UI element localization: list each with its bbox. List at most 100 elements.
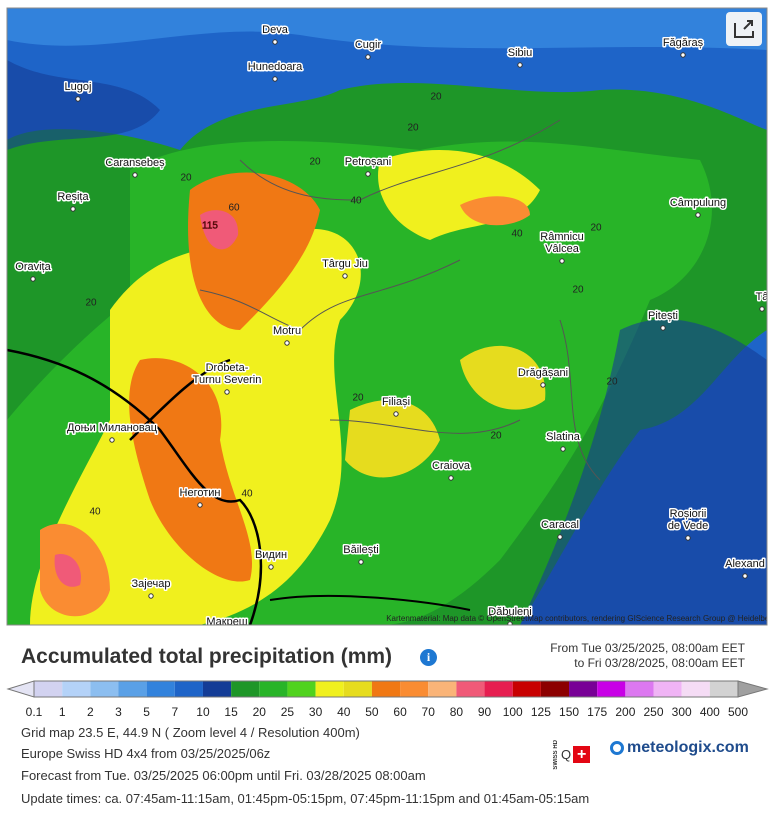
- place-dot: [365, 54, 371, 60]
- contour-label: 40: [350, 196, 362, 207]
- place-dot: [759, 306, 765, 312]
- colorbar-tick-label: 10: [196, 705, 210, 719]
- info-line: Grid map 23.5 E, 44.9 N ( Zoom level 4 /…: [21, 725, 360, 740]
- badge-text: SWISS HD: [553, 740, 559, 770]
- place-dot: [358, 559, 364, 565]
- colorbar-segment: [315, 681, 344, 697]
- colorbar-tick-label: 80: [449, 705, 464, 719]
- colorbar-segment: [428, 681, 457, 697]
- colorbar-ticks: 0.1 1 2 3 5 7 10 15 20 25 30 40 50 60 70 80 90 100 125 150 1…: [0, 705, 773, 721]
- info-line: Forecast from Tue. 03/25/2025 06:00pm un…: [21, 768, 426, 783]
- place-label: Caracal: [541, 519, 579, 531]
- colorbar-segment: [625, 681, 654, 697]
- contour-label: 40: [89, 507, 101, 518]
- colorbar-tick-label: 90: [477, 705, 492, 719]
- colorbar-tick-label: 400: [699, 705, 720, 719]
- place-dot: [393, 411, 399, 417]
- contour-label: 115: [202, 221, 218, 232]
- colorbar-tick-label: 7: [171, 705, 179, 719]
- place-label: Vâlcea: [545, 243, 580, 255]
- colorbar-tick-label: 175: [587, 705, 608, 719]
- contour-label: 20: [490, 431, 502, 442]
- colorbar-tick-label: 15: [224, 705, 238, 719]
- colorbar-tick-label: 20: [252, 705, 266, 719]
- colorbar-segment: [597, 681, 626, 697]
- colorbar: [6, 680, 769, 698]
- place-label: Sibiu: [508, 47, 532, 59]
- colorbar-tick-label: 40: [337, 705, 351, 719]
- place-dot: [272, 76, 278, 82]
- place-label: Craiova: [432, 460, 471, 472]
- colorbar-segment: [400, 681, 429, 697]
- place-label: de Vede: [668, 520, 708, 532]
- place-label: Доњи Милановац: [67, 422, 158, 434]
- place-label: Drăgășani: [518, 367, 568, 379]
- colorbar-tick-label: 150: [559, 705, 580, 719]
- place-dot: [70, 206, 76, 212]
- info-line: Update times: ca. 07:45am-11:15am, 01:45…: [21, 791, 590, 806]
- logo[interactable]: meteologix.com: [610, 739, 749, 757]
- colorbar-tick-label: 100: [502, 705, 523, 719]
- place-dot: [660, 325, 666, 331]
- place-label: Motru: [273, 325, 301, 337]
- place-dot: [695, 212, 701, 218]
- colorbar-segment: [484, 681, 513, 697]
- contour-label: 60: [228, 203, 240, 214]
- colorbar-tick-label: 300: [671, 705, 692, 719]
- place-dot: [365, 171, 371, 177]
- place-label: Alexand: [725, 558, 765, 570]
- place-dot: [30, 276, 36, 282]
- place-dot: [680, 52, 686, 58]
- legend-title: Accumulated total precipitation (mm): [21, 645, 393, 668]
- place-label: Câmpulung: [670, 197, 726, 209]
- swiss-flag: +: [573, 746, 591, 764]
- place-dot: [132, 172, 138, 178]
- place-label: Drobeta-: [206, 362, 249, 374]
- contour-label: 20: [180, 173, 192, 184]
- map-fields: Deva Cugir Sibiu Făgăraș Hunedoara Lugoj Caran…: [7, 8, 767, 625]
- info-icon[interactable]: i: [420, 649, 437, 666]
- colorbar-segment: [231, 681, 260, 697]
- colorbar-tick-label: 30: [308, 705, 323, 719]
- colorbar-tick-label: 200: [615, 705, 636, 719]
- place-label: Hunedoara: [248, 61, 303, 73]
- place-label: Slatina: [546, 431, 581, 443]
- colorbar-segment: [709, 681, 738, 697]
- colorbar-segment: [146, 681, 175, 697]
- colorbar-tick-label: 50: [365, 705, 379, 719]
- period-from: From Tue 03/25/2025, 08:00am EET: [550, 641, 745, 655]
- logo-mark: [610, 741, 624, 755]
- logo-text: meteologix.com: [627, 739, 749, 756]
- place-dot: [560, 446, 566, 452]
- contour-label: 20: [309, 157, 321, 168]
- place-label: Petroșani: [345, 156, 391, 168]
- share-icon: [734, 20, 754, 38]
- map-frame: [6, 7, 768, 626]
- colorbar-under: [6, 680, 35, 698]
- colorbar-tick-label: 0.1: [25, 705, 43, 719]
- place-dot: [342, 273, 348, 279]
- colorbar-segment: [681, 681, 710, 697]
- contour-label: 20: [606, 377, 618, 388]
- colorbar-segment: [259, 681, 288, 697]
- colorbar-segment: [653, 681, 682, 697]
- place-dot: [448, 475, 454, 481]
- place-label: Oravița: [15, 261, 51, 273]
- place-dot: [109, 437, 115, 443]
- colorbar-tick-label: 1: [58, 705, 66, 719]
- colorbar-tick-label: 500: [727, 705, 749, 719]
- place-label: Reșița: [57, 191, 89, 203]
- colorbar-tick-label: 5: [143, 705, 150, 719]
- colorbar-segment: [569, 681, 598, 697]
- colorbar-segment: [34, 681, 63, 697]
- contour-label: 20: [407, 123, 419, 134]
- contour-label: 20: [352, 393, 364, 404]
- place-dot: [559, 258, 565, 264]
- contour-label: 40: [511, 229, 523, 240]
- colorbar-tick-label: 60: [393, 705, 407, 719]
- place-dot: [685, 535, 691, 541]
- colorbar-tick-label: 25: [280, 705, 295, 719]
- place-label: Caransebeș: [105, 157, 165, 169]
- contour-label: 20: [85, 298, 97, 309]
- place-label: Pitești: [648, 310, 678, 322]
